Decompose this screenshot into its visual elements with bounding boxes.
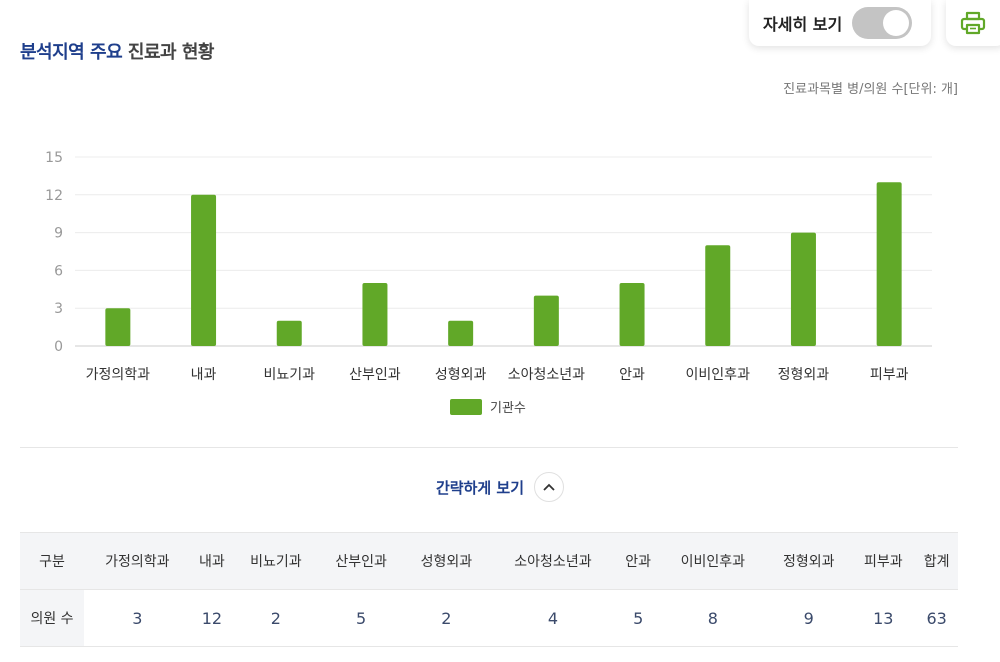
y-tick-label: 0 (54, 339, 63, 355)
detail-toggle-label: 자세히 보기 (763, 15, 843, 34)
collapse-button[interactable] (534, 472, 565, 502)
simple-view-label[interactable]: 간략하게 보기 (435, 478, 525, 497)
printer-icon (960, 11, 986, 35)
table-cell: 5 (616, 589, 660, 647)
legend-swatch (450, 398, 482, 415)
x-tick-label: 가정의학과 (86, 367, 151, 383)
table-cell: 5 (318, 589, 404, 647)
table-header: 정형외과 (766, 532, 852, 590)
table-header-row: 구분 가정의학과 내과 비뇨기과 산부인과 성형외과 소아청소년과 안과 이비인… (20, 532, 958, 590)
y-tick-label: 6 (54, 263, 63, 279)
bar[interactable] (790, 232, 816, 346)
table-cell: 2 (403, 589, 489, 647)
table-header: 내과 (190, 532, 234, 590)
table-header: 가정의학과 (84, 532, 191, 590)
table-header: 합계 (915, 532, 958, 590)
x-tick-label: 비뇨기과 (263, 367, 315, 383)
toggle-knob (883, 10, 910, 36)
table-header: 이비인후과 (659, 532, 767, 590)
table-row: 의원 수 3 12 2 5 2 4 5 8 9 13 63 (20, 589, 958, 647)
table-cell: 9 (766, 589, 852, 647)
x-tick-label: 산부인과 (349, 367, 401, 383)
y-tick-label: 9 (54, 226, 63, 242)
table-cell: 8 (659, 589, 767, 647)
y-tick-label: 12 (45, 188, 63, 204)
table-cell: 12 (190, 589, 234, 647)
bar[interactable] (619, 283, 645, 346)
chart-legend: 기관수 (450, 397, 526, 416)
table-row-label: 의원 수 (20, 589, 84, 647)
table-header: 소아청소년과 (489, 532, 617, 590)
table-header: 성형외과 (403, 532, 489, 590)
table-cell: 4 (489, 589, 617, 647)
table-cell: 13 (851, 589, 916, 647)
bar[interactable] (105, 308, 131, 346)
detail-toggle-card: 자세히 보기 (749, 0, 931, 46)
bar[interactable] (448, 320, 474, 346)
x-tick-label: 피부과 (870, 367, 909, 383)
bar[interactable] (362, 283, 388, 346)
divider (20, 447, 958, 448)
bar[interactable] (876, 182, 902, 346)
unit-note: 진료과목별 병/의원 수[단위: 개] (783, 82, 958, 97)
table-header: 안과 (616, 532, 660, 590)
x-tick-label: 정형외과 (778, 367, 830, 383)
x-tick-label: 성형외과 (435, 367, 487, 383)
bar[interactable] (276, 320, 302, 346)
page-title-rest: 진료과 현황 (127, 42, 215, 63)
chevron-up-icon (543, 483, 555, 491)
table-header: 산부인과 (318, 532, 404, 590)
y-tick-label: 3 (54, 301, 63, 317)
x-tick-label: 내과 (191, 367, 217, 383)
table-cell: 3 (84, 589, 191, 647)
bar[interactable] (191, 194, 217, 346)
simple-view-toggle: 간략하게 보기 (0, 472, 1000, 502)
summary-table: 구분 가정의학과 내과 비뇨기과 산부인과 성형외과 소아청소년과 안과 이비인… (20, 532, 958, 647)
page-title-accent: 분석지역 주요 (20, 42, 123, 63)
legend-label: 기관수 (490, 401, 526, 416)
table-header: 구분 (20, 532, 84, 590)
y-tick-label: 15 (45, 150, 63, 166)
page-title: 분석지역 주요 진료과 현황 (20, 38, 215, 64)
bar[interactable] (705, 245, 731, 346)
bar[interactable] (533, 295, 559, 346)
bar-chart: 0 3 6 9 12 15 가정의학과 내과 비뇨기과 산부인과 성형외과 소아청소년과 안과 이비인후과… (45, 150, 932, 383)
x-tick-label: 이비인후과 (686, 367, 751, 383)
x-tick-label: 소아청소년과 (508, 367, 585, 383)
table-header: 비뇨기과 (233, 532, 319, 590)
table-total-cell: 63 (915, 589, 958, 647)
detail-toggle-switch[interactable] (852, 7, 913, 39)
table-cell: 2 (233, 589, 319, 647)
x-tick-label: 안과 (619, 367, 645, 383)
print-button[interactable] (946, 0, 1000, 46)
table-header: 피부과 (851, 532, 916, 590)
